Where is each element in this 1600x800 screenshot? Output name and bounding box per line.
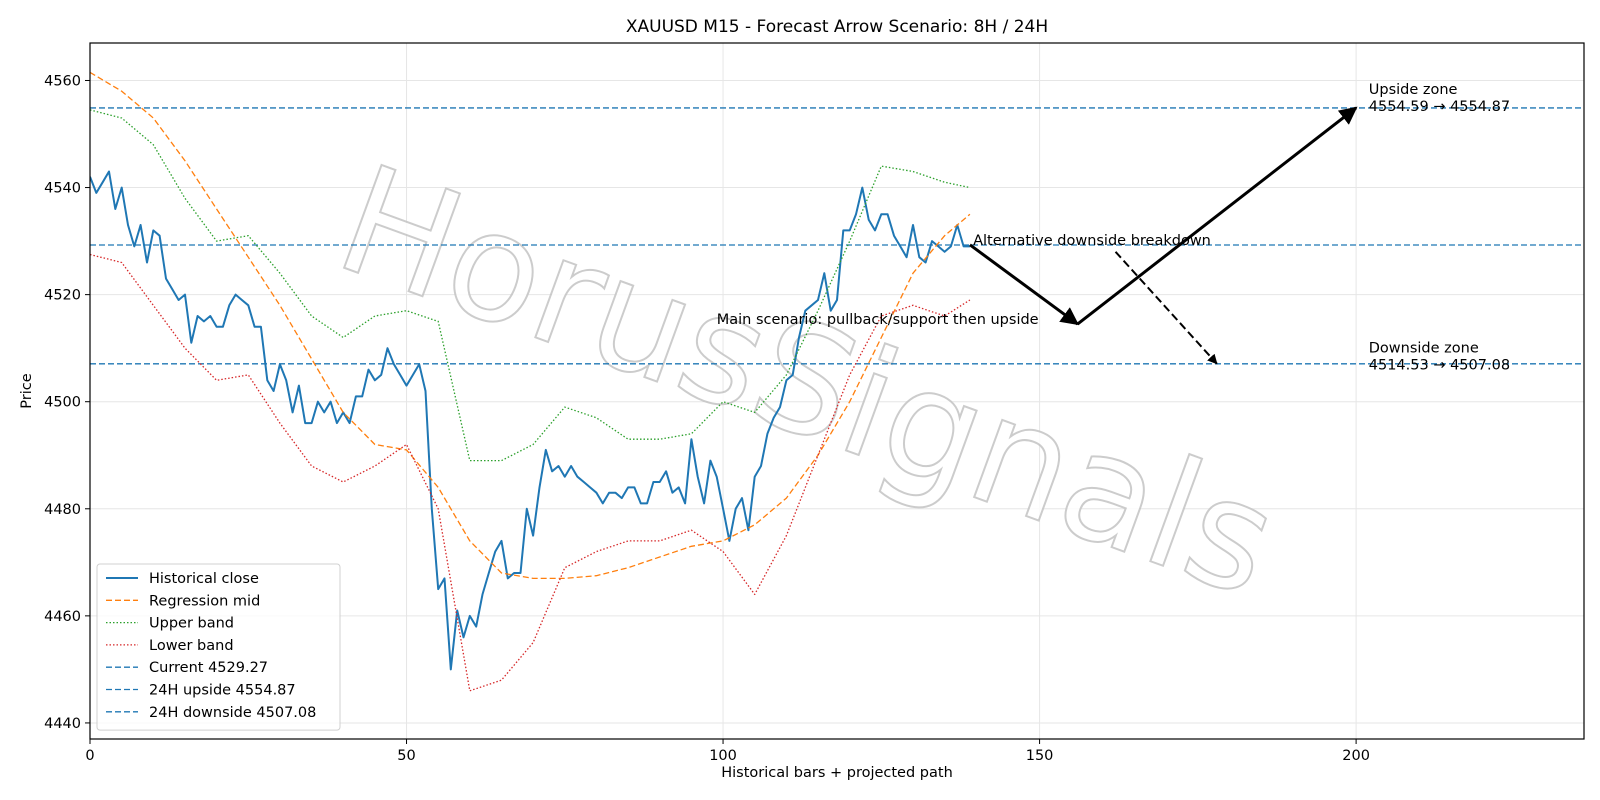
series-line-lower-band bbox=[90, 253, 971, 692]
series-line-regression-mid bbox=[90, 71, 971, 580]
legend-entry-historical-close: Historical close bbox=[149, 571, 259, 587]
legend-box bbox=[96, 563, 341, 731]
series-line-upper-band bbox=[90, 109, 971, 462]
legend-entry-24h-upside-4554-87: 24H upside 4554.87 bbox=[149, 683, 296, 699]
annotations: Main scenario: pullback/support then ups… bbox=[717, 82, 1510, 374]
x-tick-label: 50 bbox=[397, 748, 415, 764]
legend-entry-upper-band: Upper band bbox=[149, 616, 234, 632]
arrow-alt-downside bbox=[1114, 251, 1218, 365]
y-axis-title: Price bbox=[19, 373, 35, 408]
x-tick-label: 100 bbox=[709, 748, 737, 764]
arrow-main-first-leg bbox=[969, 243, 1080, 326]
plot-frame bbox=[89, 42, 1585, 740]
x-tick-label: 0 bbox=[85, 748, 94, 764]
annotation-downside-zone: Downside zone 4514.53 → 4507.08 bbox=[1369, 340, 1510, 373]
x-tick-label: 150 bbox=[1026, 748, 1054, 764]
legend-entry-regression-mid: Regression mid bbox=[149, 593, 260, 609]
legend: Historical close Regression mid Upper band… bbox=[96, 563, 341, 731]
y-tick-label: 4560 bbox=[44, 73, 81, 89]
series-line-historical-close bbox=[90, 170, 970, 671]
y-tick-label: 4440 bbox=[44, 716, 81, 732]
annotation-line: Upside zone bbox=[1369, 82, 1458, 98]
y-tick-label: 4480 bbox=[44, 502, 81, 518]
forecast-arrows bbox=[969, 106, 1358, 365]
y-axis-ticks: 4440 4460 4480 4500 4520 4540 4560 bbox=[44, 73, 90, 732]
chart-title: XAUUSD M15 - Forecast Arrow Scenario: 8H… bbox=[626, 17, 1048, 37]
legend-entry-24h-downside-4507-08: 24H downside 4507.08 bbox=[149, 705, 316, 721]
y-tick-label: 4520 bbox=[44, 288, 81, 304]
legend-entry-current-4529-27: Current 4529.27 bbox=[149, 660, 268, 676]
legend-entry-lower-band: Lower band bbox=[149, 638, 234, 654]
annotation-upside-zone: Upside zone 4554.59 → 4554.87 bbox=[1369, 82, 1510, 115]
y-tick-label: 4500 bbox=[44, 395, 81, 411]
annotation-alt-scenario: Alternative downside breakdown bbox=[973, 233, 1211, 249]
arrow-main-second-leg bbox=[1076, 106, 1358, 326]
watermark: HorusSignals bbox=[317, 132, 1298, 632]
reference-lines bbox=[90, 107, 1584, 365]
series bbox=[90, 71, 971, 692]
y-tick-label: 4460 bbox=[44, 609, 81, 625]
annotation-main-scenario: Main scenario: pullback/support then ups… bbox=[717, 312, 1039, 328]
x-axis-ticks: 0 50 100 150 200 bbox=[85, 739, 1370, 764]
x-axis-title: Historical bars + projected path bbox=[721, 765, 953, 781]
x-tick-label: 200 bbox=[1342, 748, 1370, 764]
annotation-line: Downside zone bbox=[1369, 340, 1479, 356]
annotation-line: 4514.53 → 4507.08 bbox=[1369, 357, 1510, 373]
annotation-line: 4554.59 → 4554.87 bbox=[1369, 99, 1510, 115]
y-tick-label: 4540 bbox=[44, 181, 81, 197]
watermark-text: HorusSignals bbox=[318, 133, 1297, 631]
